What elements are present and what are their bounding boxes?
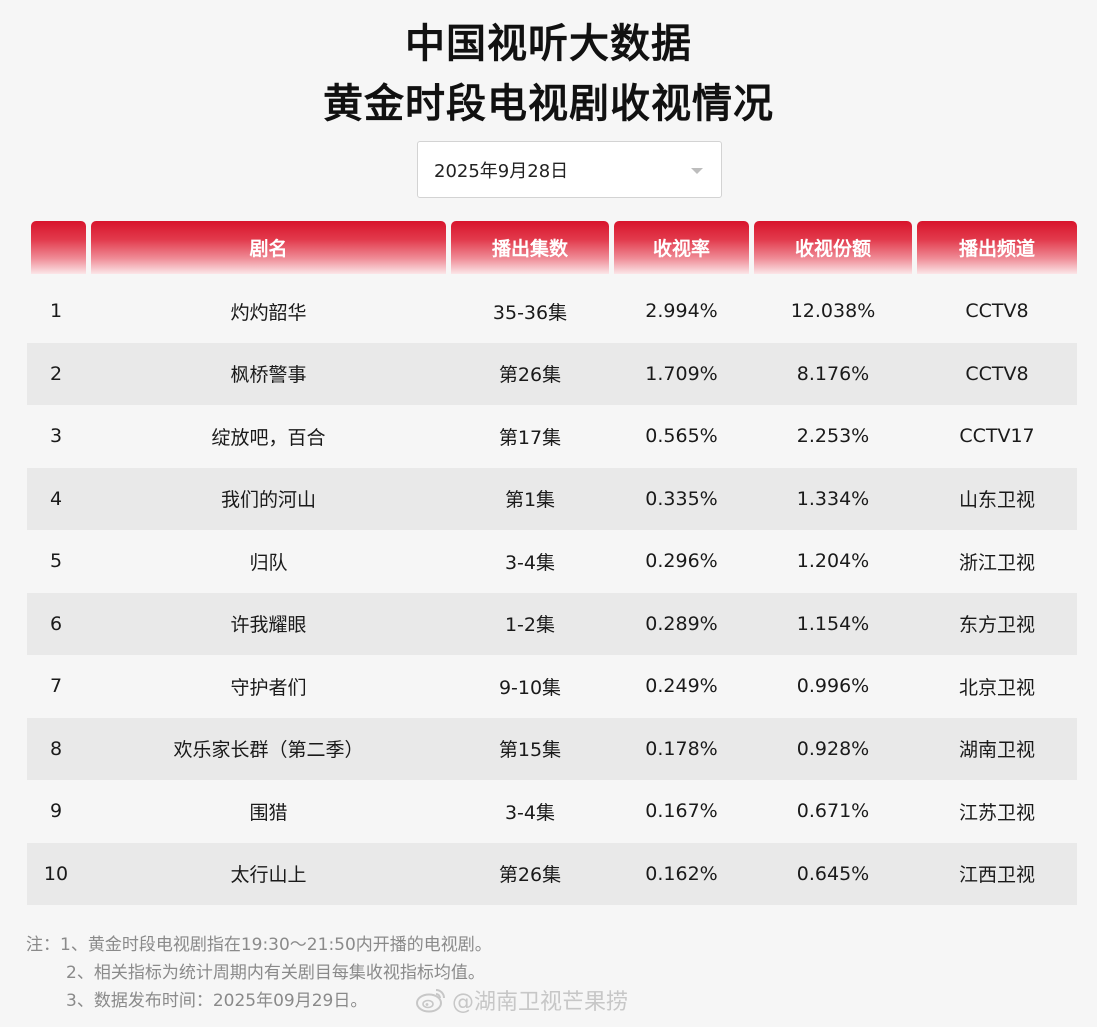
cell-channel: 浙江卫视 (958, 551, 1035, 574)
cell-channel: 东方卫视 (958, 614, 1035, 637)
cell-name: 太行山上 (230, 864, 307, 887)
weibo-icon (416, 989, 445, 1013)
cell-channel: 湖南卫视 (958, 739, 1035, 762)
table-header: 剧名 播出集数 收视率 收视份额 播出频道 (0, 221, 1097, 274)
cell-name: 归队 (249, 551, 288, 574)
page-title: 中国视听大数据 (405, 21, 692, 67)
cell-rank: 9 (49, 800, 63, 823)
cell-share: 0.645% (796, 862, 870, 885)
header-rank (31, 221, 86, 274)
cell-name: 绽放吧，百合 (211, 426, 326, 449)
table-row: 1 灼灼韶华 35-36集 2.994% 12.038% CCTV8 (27, 280, 1077, 343)
table-row: 7 守护者们 9-10集 0.249% 0.996% 北京卫视 (27, 655, 1077, 718)
cell-rating: 0.162% (645, 862, 718, 885)
footnote-1: 注：1、黄金时段电视剧指在19:30～21:50内开播的电视剧。 (26, 935, 492, 955)
cell-share: 0.671% (796, 800, 870, 823)
cell-rating: 0.296% (645, 550, 718, 573)
header-channel: 播出频道 (917, 221, 1077, 274)
cell-rank: 2 (49, 362, 63, 385)
table-row: 3 绽放吧，百合 第17集 0.565% 2.253% CCTV17 (27, 405, 1077, 468)
cell-name: 灼灼韶华 (230, 301, 307, 324)
date-dropdown[interactable]: 2025年9月28日 (417, 141, 722, 198)
cell-rating: 0.178% (645, 737, 718, 760)
cell-channel: 北京卫视 (958, 676, 1035, 699)
cell-episodes: 第26集 (498, 864, 562, 887)
cell-episodes: 3-4集 (504, 551, 556, 574)
cell-rank: 8 (49, 737, 63, 760)
cell-rating: 0.565% (645, 425, 718, 448)
cell-rating: 0.249% (645, 675, 718, 698)
cell-rating: 2.994% (645, 300, 718, 323)
cell-channel: 山东卫视 (958, 489, 1035, 512)
cell-channel: 江苏卫视 (958, 801, 1035, 824)
cell-name: 枫桥警事 (230, 364, 307, 387)
cell-episodes: 第26集 (498, 364, 562, 387)
cell-name: 欢乐家长群（第二季） (173, 739, 364, 762)
cell-channel: CCTV8 (965, 300, 1029, 323)
cell-channel: 江西卫视 (958, 864, 1035, 887)
cell-rank: 3 (49, 425, 63, 448)
cell-rank: 4 (49, 487, 63, 510)
header-name: 剧名 (91, 221, 446, 274)
cell-name: 许我耀眼 (230, 614, 307, 637)
table-body: 1 灼灼韶华 35-36集 2.994% 12.038% CCTV8 2 枫桥警事 第26集 1.… (27, 280, 1077, 905)
cell-episodes: 3-4集 (504, 801, 556, 824)
table-row: 8 欢乐家长群（第二季） 第15集 0.178% 0.928% 湖南卫视 (27, 717, 1077, 780)
cell-rating: 0.335% (645, 487, 718, 510)
header-rating: 收视率 (614, 221, 749, 274)
header-share: 收视份额 (754, 221, 912, 274)
chevron-down-icon (691, 168, 703, 174)
cell-rank: 5 (49, 550, 63, 573)
cell-episodes: 9-10集 (498, 676, 562, 699)
footnote-3: 3、数据发布时间：2025年09月29日。 (66, 991, 368, 1011)
cell-episodes: 第15集 (498, 739, 562, 762)
header-episodes: 播出集数 (451, 221, 609, 274)
watermark: @湖南卫视芒果捞 (416, 984, 628, 1016)
footnote-2: 2、相关指标为统计周期内有关剧目每集收视指标均值。 (66, 963, 485, 983)
cell-share: 2.253% (796, 425, 870, 448)
cell-share: 0.996% (796, 675, 870, 698)
table-row: 4 我们的河山 第1集 0.335% 1.334% 山东卫视 (27, 467, 1077, 530)
table-row: 5 归队 3-4集 0.296% 1.204% 浙江卫视 (27, 530, 1077, 593)
cell-channel: CCTV17 (959, 425, 1035, 448)
cell-rank: 10 (43, 862, 69, 885)
cell-name: 守护者们 (230, 676, 307, 699)
cell-episodes: 第17集 (498, 426, 562, 449)
footnotes: 注：1、黄金时段电视剧指在19:30～21:50内开播的电视剧。 2、相关指标为… (26, 931, 492, 1015)
watermark-text: @湖南卫视芒果捞 (452, 990, 629, 1015)
cell-name: 我们的河山 (220, 489, 316, 512)
cell-episodes: 1-2集 (504, 614, 556, 637)
cell-share: 1.334% (796, 487, 870, 510)
cell-channel: CCTV8 (965, 362, 1029, 385)
table-row: 9 围猎 3-4集 0.167% 0.671% 江苏卫视 (27, 780, 1077, 843)
cell-episodes: 35-36集 (492, 301, 568, 324)
table-row: 10 太行山上 第26集 0.162% 0.645% 江西卫视 (27, 842, 1077, 905)
cell-rating: 0.289% (645, 612, 718, 635)
cell-rank: 6 (49, 612, 63, 635)
table-row: 2 枫桥警事 第26集 1.709% 8.176% CCTV8 (27, 342, 1077, 405)
date-dropdown-value: 2025年9月28日 (434, 160, 569, 182)
cell-share: 8.176% (796, 362, 870, 385)
cell-rating: 0.167% (645, 800, 718, 823)
cell-share: 0.928% (796, 737, 870, 760)
cell-rank: 1 (49, 300, 63, 323)
page-subtitle: 黄金时段电视剧收视情况 (323, 81, 774, 127)
cell-rank: 7 (49, 675, 63, 698)
cell-share: 12.038% (790, 300, 876, 323)
cell-name: 围猎 (249, 801, 288, 824)
table-row: 6 许我耀眼 1-2集 0.289% 1.154% 东方卫视 (27, 592, 1077, 655)
cell-share: 1.204% (796, 550, 870, 573)
cell-episodes: 第1集 (504, 489, 556, 512)
cell-share: 1.154% (796, 612, 870, 635)
cell-rating: 1.709% (645, 362, 718, 385)
